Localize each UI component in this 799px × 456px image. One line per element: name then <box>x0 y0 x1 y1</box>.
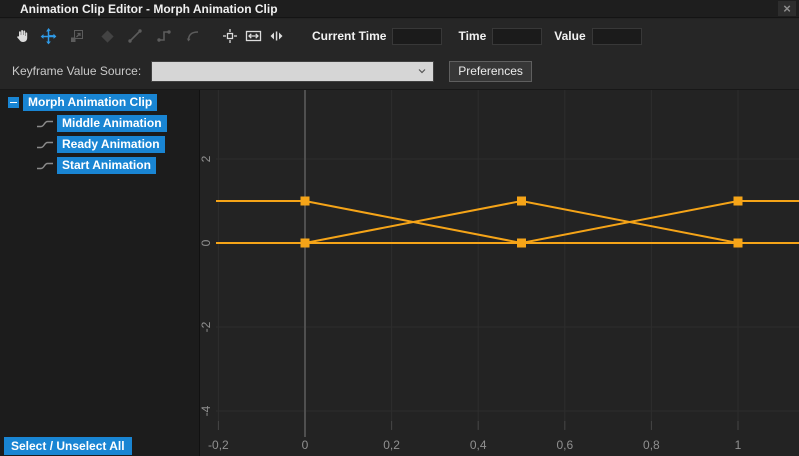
tree-row: Ready Animation <box>0 136 199 153</box>
window-title: Animation Clip Editor - Morph Animation … <box>20 1 278 16</box>
x-axis-label: -0,2 <box>208 438 229 452</box>
keyframe-marker[interactable] <box>300 238 310 248</box>
y-axis-label: 0 <box>200 239 213 246</box>
x-axis-label: 0,6 <box>556 438 573 452</box>
keyframe-marker[interactable] <box>517 196 526 206</box>
curve-editor-panel[interactable]: -0,2 0 0,2 0,4 0,6 0,8 1 2 0 -2 -4 <box>199 90 799 456</box>
keyframe-marker[interactable] <box>733 238 743 248</box>
animation-curve[interactable] <box>216 200 799 244</box>
tree-row: Start Animation <box>0 157 199 174</box>
split-view-icon[interactable] <box>266 26 286 46</box>
curve-editor-canvas[interactable]: -0,2 0 0,2 0,4 0,6 0,8 1 2 0 -2 -4 <box>199 90 799 456</box>
fit-width-icon[interactable] <box>243 26 263 46</box>
y-axis-label: 2 <box>200 155 213 162</box>
keyframe-value-source-label: Keyframe Value Source: <box>12 64 142 78</box>
scale-tool-icon[interactable] <box>67 26 87 46</box>
tree-row: Middle Animation <box>0 115 199 132</box>
title-bar: Animation Clip Editor - Morph Animation … <box>0 0 799 18</box>
focus-keyframe-icon[interactable] <box>220 26 240 46</box>
tree-row-root: Morph Animation Clip <box>0 94 199 111</box>
spline-tangent-icon[interactable] <box>183 26 203 46</box>
preferences-button[interactable]: Preferences <box>449 60 532 82</box>
curve-icon <box>37 120 53 127</box>
current-time-label: Current Time <box>312 29 387 43</box>
linear-tangent-icon[interactable] <box>125 26 145 46</box>
animation-curve[interactable] <box>216 200 799 244</box>
toolbar: Current Time Time Value <box>0 19 799 53</box>
close-icon[interactable]: × <box>778 1 796 16</box>
source-bar: Keyframe Value Source: Preferences <box>0 53 799 90</box>
keyframe-value-source-dropdown[interactable] <box>151 60 435 82</box>
tree-item-morph-animation-clip[interactable]: Morph Animation Clip <box>23 94 158 111</box>
keyframe-marker[interactable] <box>517 238 526 248</box>
x-axis-label: 0,2 <box>383 438 400 452</box>
y-axis-label: -2 <box>200 321 213 332</box>
current-time-input[interactable] <box>392 27 443 45</box>
select-unselect-all-button[interactable]: Select / Unselect All <box>4 437 132 455</box>
add-keyframe-icon[interactable] <box>97 26 117 46</box>
animation-curve[interactable] <box>216 199 799 244</box>
step-tangent-icon[interactable] <box>154 26 174 46</box>
y-axis-label: -4 <box>200 405 213 416</box>
x-axis-label: 0 <box>302 438 309 452</box>
x-axis-label: 0,8 <box>643 438 660 452</box>
chevron-down-icon <box>418 68 426 73</box>
collapse-icon[interactable] <box>8 97 19 108</box>
curve-icon <box>37 141 53 148</box>
main-area: Morph Animation Clip Middle Animation Re… <box>0 90 799 456</box>
x-axis-label: 0,4 <box>470 438 487 452</box>
keyframe-marker[interactable] <box>733 196 743 206</box>
time-input[interactable] <box>492 27 543 45</box>
move-tool-icon[interactable] <box>38 26 58 46</box>
value-input[interactable] <box>591 27 642 45</box>
x-axis-label: 1 <box>735 438 742 452</box>
tree-item-start-animation[interactable]: Start Animation <box>57 157 156 174</box>
curve-icon <box>37 162 53 169</box>
time-label: Time <box>458 29 487 43</box>
tree-item-middle-animation[interactable]: Middle Animation <box>57 115 167 132</box>
animation-tree-panel: Morph Animation Clip Middle Animation Re… <box>0 90 200 456</box>
keyframe-marker[interactable] <box>300 196 310 206</box>
tree-item-ready-animation[interactable]: Ready Animation <box>57 136 165 153</box>
hand-tool-icon[interactable] <box>12 26 32 46</box>
value-label: Value <box>554 29 586 43</box>
